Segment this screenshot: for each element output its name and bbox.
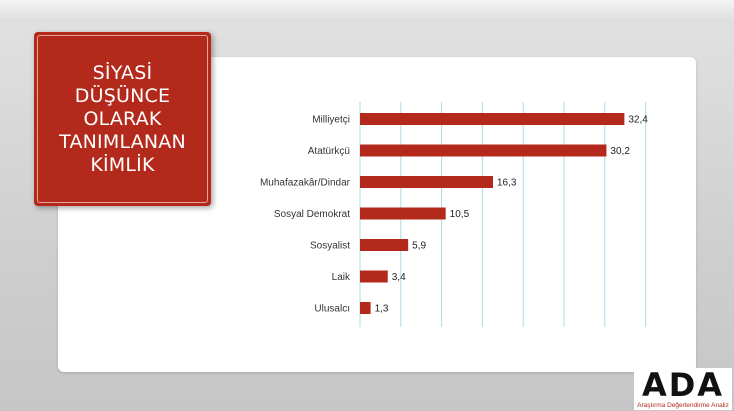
logo-subtitle: Araştırma Değerlendirme Analiz [637, 402, 729, 409]
bar-1 [360, 144, 607, 157]
value-label: 16,3 [497, 178, 517, 189]
bar-5 [360, 270, 388, 283]
category-label: Milliyetçi [312, 115, 350, 126]
bar-6 [360, 302, 371, 314]
bar-4 [360, 239, 409, 251]
value-label: 32,4 [628, 115, 648, 126]
category-label: Ulusalcı [314, 304, 350, 315]
bar-0 [360, 113, 625, 125]
category-label: Sosyalist [310, 241, 350, 252]
category-label: Muhafazakâr/Dindar [260, 178, 351, 189]
ada-logo: ADA Araştırma Değerlendirme Analiz [634, 368, 732, 410]
category-label: Laik [332, 272, 351, 283]
title-box: SİYASİ DÜŞÜNCE OLARAK TANIMLANAN KİMLİK [34, 32, 211, 206]
value-label: 3,4 [392, 272, 406, 283]
value-label: 10,5 [450, 209, 470, 220]
logo-mark: ADA [641, 366, 725, 404]
value-label: 30,2 [610, 146, 630, 157]
category-label: Sosyal Demokrat [274, 209, 350, 220]
chart-title: SİYASİ DÜŞÜNCE OLARAK TANIMLANAN KİMLİK [59, 61, 186, 176]
title-box-border: SİYASİ DÜŞÜNCE OLARAK TANIMLANAN KİMLİK [37, 35, 208, 203]
bar-3 [360, 207, 446, 220]
bar-2 [360, 176, 494, 188]
value-label: 5,9 [412, 241, 426, 252]
value-label: 1,3 [375, 304, 389, 315]
category-label: Atatürkçü [308, 146, 350, 157]
header-band [0, 0, 734, 22]
